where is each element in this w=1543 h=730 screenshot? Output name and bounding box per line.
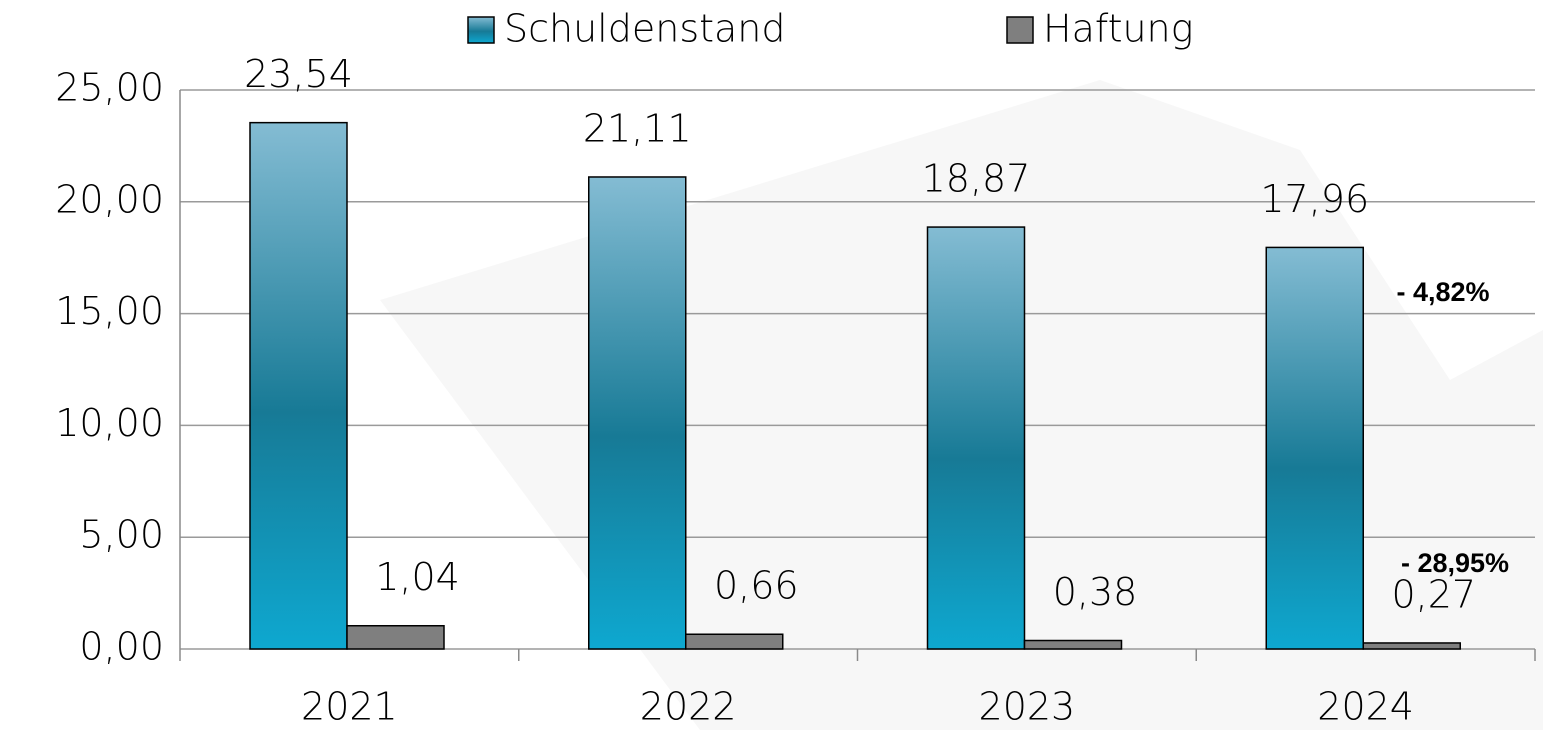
legend-label: Haftung (1043, 7, 1193, 51)
value-label: 23,54 (244, 52, 353, 96)
bar (1265, 246, 1364, 650)
x-tick-label: 2021 (301, 685, 398, 729)
value-label: 0,38 (1053, 570, 1138, 614)
y-tick-label: 5,00 (79, 513, 164, 557)
legend-swatch (467, 16, 495, 44)
annotation: - 4,82% (1396, 277, 1489, 307)
bar (1362, 642, 1461, 650)
y-tick-label: 10,00 (55, 401, 164, 445)
value-label: 0,27 (1391, 572, 1476, 616)
value-label: 18,87 (922, 157, 1031, 201)
x-tick-label: 2023 (979, 685, 1076, 729)
bar (588, 176, 687, 650)
annotation: - 28,95% (1401, 548, 1509, 578)
value-label: 0,66 (714, 564, 799, 608)
y-tick-label: 25,00 (55, 66, 164, 110)
legend-label: Schuldenstand (504, 7, 786, 51)
value-label: 17,96 (1260, 177, 1369, 221)
bar (685, 633, 784, 650)
x-tick-label: 2022 (640, 685, 737, 729)
legend-swatch (1006, 16, 1034, 44)
bar (1023, 639, 1123, 650)
bar (346, 624, 445, 650)
bar (926, 226, 1026, 650)
value-label: 1,04 (375, 555, 460, 599)
y-tick-label: 0,00 (79, 625, 164, 669)
x-tick-label: 2024 (1317, 685, 1414, 729)
value-label: 21,11 (583, 106, 692, 150)
bar (249, 121, 348, 650)
y-tick-label: 20,00 (55, 177, 164, 221)
y-tick-label: 15,00 (55, 289, 164, 333)
